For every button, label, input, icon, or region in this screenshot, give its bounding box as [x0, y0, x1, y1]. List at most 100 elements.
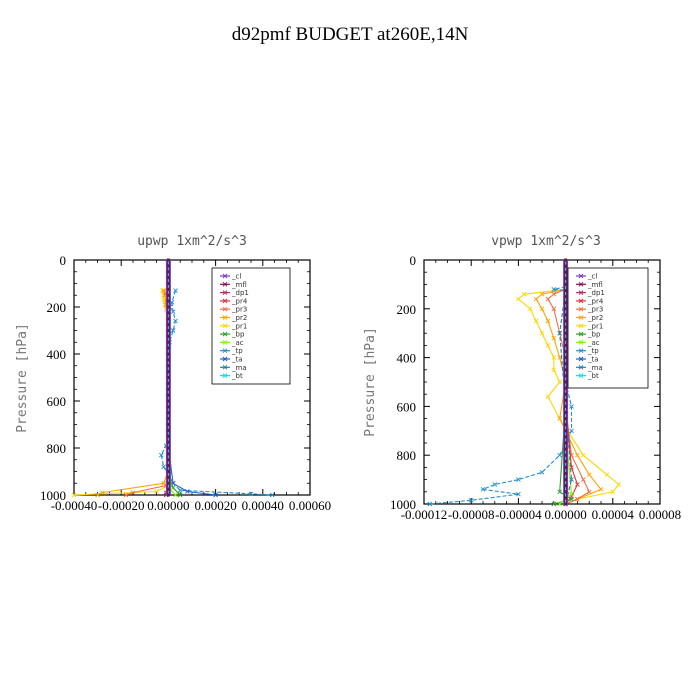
legend-label-mfl: _mfl: [587, 281, 603, 289]
series-point-pr2: [575, 452, 580, 458]
series-point-mfl: [564, 319, 568, 323]
series-point-mfl: [166, 370, 170, 374]
legend-marker-tp: [578, 348, 584, 354]
legend-upwp: _cl_mfl_dp1_pr4_pr3_pr2_pr1_bp_ac_tp_ta_…: [211, 267, 291, 385]
series-point-mfl: [166, 311, 170, 315]
legend-label-cl: _cl: [231, 273, 241, 281]
legend-marker-mfl: [222, 281, 228, 287]
series-point-mfl: [564, 331, 568, 335]
series-point-mfl: [166, 405, 170, 409]
legend-marker-ma: [222, 364, 228, 370]
series-point-mfl: [166, 276, 170, 280]
series-point-pr2: [539, 306, 545, 312]
legend-label-pr4: _pr4: [587, 297, 604, 305]
series-point-mfl: [166, 305, 170, 309]
series-point-tp: [516, 491, 521, 497]
series-point-mfl: [166, 387, 170, 391]
y-tick-label: 0: [410, 253, 417, 268]
legend-marker-ta: [578, 356, 584, 362]
series-point-mfl: [564, 392, 568, 396]
series-point-pr1: [545, 394, 551, 399]
legend-marker-pr1: [578, 323, 584, 329]
series-line-pr3: [125, 287, 169, 496]
series-point-mfl: [564, 465, 568, 469]
legend-label-pr2: _pr2: [231, 314, 247, 322]
series-point-mfl: [166, 470, 170, 473]
series-point-mfl: [166, 434, 170, 438]
series-point-tp: [173, 318, 178, 324]
series-point-mfl: [166, 287, 170, 291]
series-point-tp: [569, 404, 574, 409]
series-point-mfl: [166, 364, 170, 368]
series-point-mfl: [166, 481, 170, 485]
series-point-mfl: [564, 276, 568, 280]
series-point-pr1: [580, 452, 586, 458]
series-point-mfl: [564, 264, 568, 268]
y-tick-label: 400: [47, 347, 67, 362]
series-point-mfl: [564, 502, 568, 506]
series-point-mfl: [166, 428, 170, 432]
legend-marker-pr4: [222, 298, 228, 304]
y-tick-label: 200: [397, 302, 417, 317]
series-point-tp: [248, 491, 254, 497]
series-point-mfl: [564, 441, 568, 445]
series-point-mfl: [166, 299, 170, 303]
series-point-ac: [173, 492, 178, 498]
legend-vpwp: _cl_mfl_dp1_pr4_pr3_pr2_pr1_bp_ac_tp_ta_…: [567, 267, 649, 389]
series-point-mfl: [564, 386, 568, 390]
series-point-ac: [569, 491, 574, 497]
series-point-tp: [427, 501, 433, 507]
legend-label-tp: _tp: [231, 347, 243, 355]
series-point-mfl: [564, 337, 568, 341]
x-tick-label: 0.00004: [592, 507, 635, 522]
series-point-pr1: [616, 482, 622, 487]
series-point-mfl: [564, 325, 568, 329]
series-line-pr1: [73, 287, 171, 496]
series-point-tp: [170, 328, 176, 333]
legend-marker-ta: [222, 356, 228, 362]
y-tick-label: 800: [47, 441, 67, 456]
series-point-pr1: [516, 296, 521, 302]
x-tick-label: 0.00040: [242, 498, 284, 513]
series-line-tp: [160, 290, 273, 496]
series-point-tp: [492, 482, 498, 487]
series-point-mfl: [166, 411, 170, 415]
series-point-mfl: [564, 435, 568, 439]
series-point-pr3: [551, 306, 557, 312]
series-point-pr1: [604, 472, 610, 478]
legend-marker-pr2: [578, 315, 584, 320]
series-point-mfl: [166, 376, 170, 379]
series-point-pr2: [533, 296, 539, 302]
series-point-mfl: [166, 417, 170, 421]
series-point-mfl: [166, 334, 170, 338]
series-point-mfl: [166, 393, 170, 397]
y-axis-label-vpwp: Pressure [hPa]: [363, 327, 378, 437]
series-point-tp: [569, 428, 574, 434]
legend-label-pr3: _pr3: [231, 306, 247, 314]
legend-label-pr3: _pr3: [587, 306, 603, 314]
legend-label-ta: _ta: [231, 356, 243, 364]
legend-label-dp1: _dp1: [587, 289, 605, 297]
legend-marker-cl: [578, 273, 584, 279]
plot-area-upwp: -0.00040 -0.00020 0.00000 0.00020 0.00040 0.0…: [40, 253, 331, 513]
x-tick-label: 0.00060: [289, 498, 331, 513]
series-point-mfl: [564, 398, 568, 402]
chart-panel-upwp: upwp 1xm^2/s^3 Pressure [hPa] -0.00040 -0…: [15, 234, 331, 513]
series-point-tp: [170, 309, 176, 315]
series-point-mfl: [564, 490, 568, 494]
legend-marker-bp: [222, 331, 228, 337]
legend-marker-bt: [578, 373, 584, 378]
series-point-pr2: [557, 416, 563, 421]
y-tick-label: 1000: [390, 497, 416, 512]
series-point-ac: [557, 501, 563, 507]
series-point-ma: [557, 330, 563, 336]
y-tick-label: 200: [47, 300, 67, 315]
series-point-mfl: [166, 381, 170, 385]
series-point-mfl: [564, 447, 568, 451]
legend-label-pr2: _pr2: [587, 314, 603, 322]
series-point-mfl: [564, 417, 568, 421]
series-point-pr1: [557, 379, 563, 385]
legend-label-bp: _bp: [231, 331, 245, 339]
series-point-pr1: [539, 330, 545, 336]
series-point-mfl: [166, 446, 170, 450]
